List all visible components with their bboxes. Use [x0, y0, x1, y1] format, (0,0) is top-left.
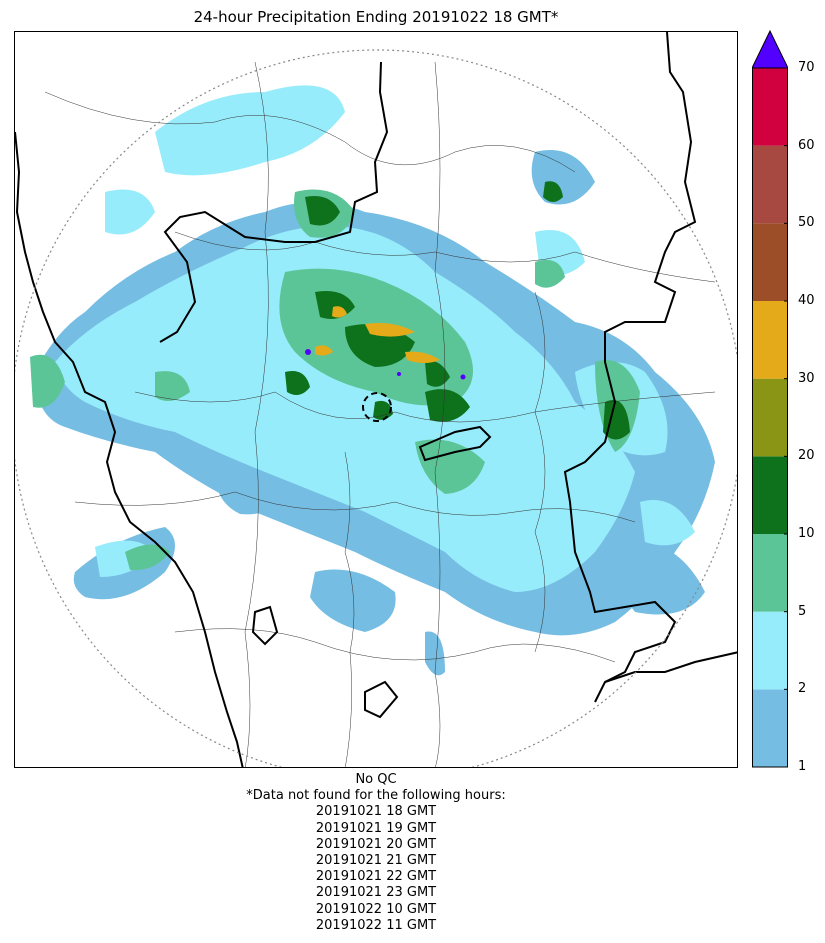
radar-map — [14, 31, 738, 768]
colorbar-swatch — [752, 534, 788, 612]
missing-data-note: *Data not found for the following hours: — [246, 788, 506, 804]
missing-hour: 20191021 18 GMT — [315, 804, 437, 820]
colorbar-swatch — [752, 456, 788, 534]
colorbar-tick-label: 70 — [798, 60, 815, 75]
missing-hour: 20191021 23 GMT — [315, 885, 437, 901]
colorbar-swatch — [752, 378, 788, 457]
precip-over-70 — [305, 349, 466, 380]
missing-hour: 20191021 21 GMT — [315, 853, 437, 869]
colorbar-swatch — [752, 611, 788, 690]
colorbar-border — [752, 67, 788, 768]
radar-site-marker — [362, 392, 392, 422]
colorbar-swatch — [752, 68, 788, 146]
qc-status: No QC — [355, 772, 397, 787]
colorbar-over-arrow — [752, 30, 788, 69]
colorbar-swatch — [752, 223, 788, 301]
admin-boundaries — [44, 61, 716, 767]
colorbar-tick-label: 40 — [798, 293, 815, 308]
colorbar — [752, 30, 788, 768]
footer-notes: No QC *Data not found for the following … — [0, 772, 752, 934]
colorbar-tick-label: 5 — [798, 603, 807, 619]
colorbar-tick-label: 30 — [798, 370, 815, 386]
chart-title: 24-hour Precipitation Ending 20191022 18… — [193, 8, 559, 26]
missing-hour: 20191021 19 GMT — [315, 820, 437, 836]
national-boundaries — [15, 32, 737, 767]
colorbar-tick-label: 1 — [798, 759, 807, 774]
missing-hour: 20191021 20 GMT — [315, 836, 437, 852]
colorbar-swatch — [752, 145, 788, 224]
missing-hour: 20191022 11 GMT — [315, 917, 437, 933]
precip-20-40 — [315, 306, 440, 363]
colorbar-swatch — [752, 689, 788, 767]
colorbar-tick-label: 20 — [798, 448, 815, 464]
missing-hour: 20191021 22 GMT — [315, 869, 437, 885]
colorbar-tick-label: 60 — [798, 137, 815, 153]
colorbar-tick-label: 50 — [798, 215, 815, 231]
colorbar-swatch — [752, 301, 788, 379]
colorbar-tick-label: 2 — [798, 681, 807, 697]
colorbar-tick-label: 10 — [798, 526, 815, 541]
missing-hour: 20191022 10 GMT — [315, 901, 437, 917]
